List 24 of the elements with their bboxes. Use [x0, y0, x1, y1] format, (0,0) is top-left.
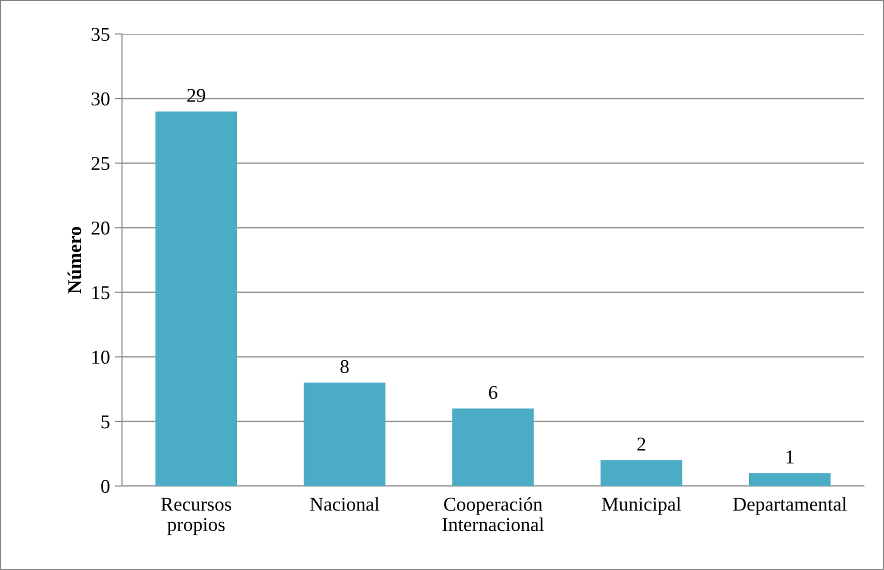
- y-tick-label: 15: [92, 286, 110, 300]
- data-label: 1: [786, 450, 794, 464]
- y-tick-label: 35: [92, 28, 110, 41]
- data-label: 29: [187, 88, 206, 102]
- y-axis-title: Número: [68, 226, 82, 294]
- bar: [155, 111, 238, 486]
- y-tick-label: 0: [101, 480, 110, 493]
- bar: [748, 473, 831, 486]
- x-tick-label: Cooperación Internacional: [442, 497, 544, 532]
- data-label: 2: [637, 438, 646, 450]
- bar: [600, 460, 682, 486]
- x-tick-label: Recursos propios: [161, 498, 232, 536]
- bar: [304, 382, 386, 486]
- y-tick-label: 5: [102, 415, 110, 428]
- x-tick-label: Municipal: [602, 497, 681, 515]
- x-tick-label: Nacional: [310, 497, 380, 511]
- y-tick-label: 10: [92, 350, 110, 364]
- data-label: 8: [340, 360, 349, 374]
- data-label: 6: [488, 386, 498, 400]
- y-tick-label: 30: [92, 92, 110, 106]
- y-tick-label: 25: [92, 157, 110, 170]
- y-tick-label: 20: [92, 222, 110, 235]
- x-tick-label: Departamental: [733, 497, 847, 515]
- bar: [452, 408, 534, 486]
